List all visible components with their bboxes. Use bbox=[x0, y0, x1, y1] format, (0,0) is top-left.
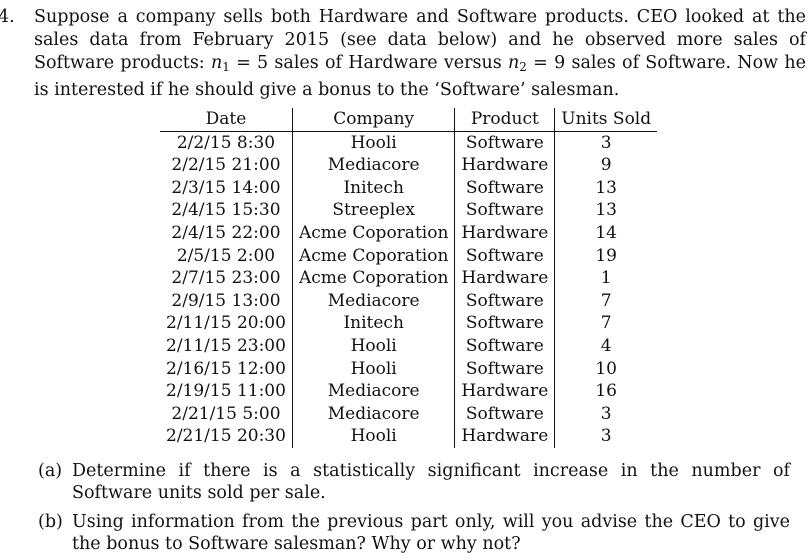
date-cell: 2/2/15 8:30 bbox=[176, 132, 276, 153]
question-parts: (a) Determine if there is a statisticall… bbox=[38, 460, 790, 559]
n1-variable: n bbox=[210, 53, 223, 73]
table-row: 2/11/15 23:00 Hooli Software 4 bbox=[160, 334, 658, 358]
table-row: 2/7/15 23:00 Acme Coporation Hardware 1 bbox=[160, 267, 658, 290]
date-cell: 2/21/15 5:00 bbox=[171, 403, 281, 424]
date-cell: 2/19/15 11:00 bbox=[166, 381, 286, 402]
date-cell: 2/16/15 12:00 bbox=[166, 358, 286, 379]
units-sold-cell: 4 bbox=[554, 334, 658, 358]
date-cell: 2/11/15 23:00 bbox=[166, 335, 286, 356]
header-company: Company bbox=[291, 108, 455, 132]
date-cell: 2/4/15 15:30 bbox=[171, 200, 281, 221]
product-cell: Software bbox=[454, 244, 555, 268]
n1-value: = 5 bbox=[229, 53, 269, 73]
header-date: Date bbox=[160, 108, 293, 132]
product-cell: Software bbox=[454, 131, 555, 155]
date-cell: 2/11/15 20:00 bbox=[166, 313, 286, 334]
units-sold-cell: 10 bbox=[554, 357, 658, 381]
product-cell: Software bbox=[454, 176, 555, 200]
company-cell: Mediacore bbox=[291, 380, 455, 403]
company-cell: Acme Coporation bbox=[291, 267, 455, 290]
table-row: 2/21/15 5:00 Mediacore Software 3 bbox=[160, 402, 658, 426]
units-sold-cell: 19 bbox=[554, 244, 658, 268]
product-cell: Hardware bbox=[454, 154, 555, 177]
company-cell: Hooli bbox=[291, 131, 455, 155]
part-b-label: (b) bbox=[38, 512, 63, 532]
product-cell: Software bbox=[454, 357, 555, 381]
part-a-text: Determine if there is a statistically si… bbox=[72, 461, 790, 503]
product-cell: Hardware bbox=[454, 221, 555, 245]
header-product: Product bbox=[454, 108, 555, 132]
company-cell: Hooli bbox=[291, 357, 455, 381]
n2-subscript: 2 bbox=[519, 60, 527, 74]
company-cell: Acme Coporation bbox=[291, 221, 455, 245]
n1-subscript: 1 bbox=[222, 60, 230, 74]
table-row: 2/2/15 21:00 Mediacore Hardware 9 bbox=[160, 154, 658, 177]
units-sold-cell: 3 bbox=[554, 402, 658, 426]
problem-number: 4. bbox=[0, 7, 15, 27]
table-row: 2/2/15 8:30 Hooli Software 3 bbox=[160, 131, 658, 155]
table-row: 2/5/15 2:00 Acme Coporation Software 19 bbox=[160, 244, 658, 268]
units-sold-cell: 7 bbox=[554, 289, 658, 313]
table-header-row: Date Company Product Units Sold bbox=[160, 108, 658, 132]
units-sold-cell: 16 bbox=[554, 380, 658, 403]
table-row: 2/3/15 14:00 Initech Software 13 bbox=[160, 176, 658, 200]
product-cell: Software bbox=[454, 289, 555, 313]
date-cell: 2/4/15 22:00 bbox=[171, 222, 281, 243]
product-cell: Software bbox=[454, 334, 555, 358]
date-cell: 2/2/15 21:00 bbox=[171, 155, 281, 176]
problem-text-middle: sales of Hardware versus bbox=[268, 53, 508, 73]
units-sold-cell: 3 bbox=[554, 425, 658, 448]
company-cell: Mediacore bbox=[291, 402, 455, 426]
product-cell: Hardware bbox=[454, 267, 555, 290]
product-cell: Hardware bbox=[454, 380, 555, 403]
units-sold-cell: 13 bbox=[554, 176, 658, 200]
problem-body: 4. Suppose a company sells both Hardware … bbox=[0, 6, 806, 102]
problem-text-intro: Suppose a company sells both Hardware an… bbox=[34, 7, 806, 73]
table-row: 2/19/15 11:00 Mediacore Hardware 16 bbox=[160, 380, 658, 403]
question-part-b: (b) Using information from the previous … bbox=[38, 511, 790, 555]
product-cell: Software bbox=[454, 312, 555, 335]
table-body: 2/2/15 8:30 Hooli Software 3 2/2/15 21:00 Med… bbox=[160, 131, 658, 448]
product-cell: Software bbox=[454, 402, 555, 426]
units-sold-cell: 7 bbox=[554, 312, 658, 335]
date-cell: 2/3/15 14:00 bbox=[171, 177, 281, 198]
product-cell: Hardware bbox=[454, 425, 555, 448]
n2-variable: n bbox=[508, 53, 520, 73]
part-a-label: (a) bbox=[38, 461, 63, 481]
date-cell: 2/9/15 13:00 bbox=[171, 290, 281, 311]
company-cell: Initech bbox=[291, 312, 455, 335]
table-row: 2/4/15 22:00 Acme Coporation Hardware 14 bbox=[160, 221, 658, 245]
table-row: 2/11/15 20:00 Initech Software 7 bbox=[160, 312, 658, 335]
units-sold-cell: 14 bbox=[554, 221, 658, 245]
company-cell: Mediacore bbox=[291, 289, 455, 313]
table-row: 2/21/15 20:30 Hooli Hardware 3 bbox=[160, 425, 658, 448]
company-cell: Hooli bbox=[291, 425, 455, 448]
n2-value: = 9 bbox=[526, 53, 566, 73]
company-cell: Acme Coporation bbox=[291, 244, 455, 268]
company-cell: Initech bbox=[291, 176, 455, 200]
company-cell: Streeplex bbox=[291, 199, 455, 222]
table-row: 2/16/15 12:00 Hooli Software 10 bbox=[160, 357, 658, 381]
date-cell: 2/7/15 23:00 bbox=[171, 268, 281, 289]
units-sold-cell: 9 bbox=[554, 154, 658, 177]
units-sold-cell: 1 bbox=[554, 267, 658, 290]
company-cell: Mediacore bbox=[291, 154, 455, 177]
header-units-sold: Units Sold bbox=[554, 108, 658, 132]
company-cell: Hooli bbox=[291, 334, 455, 358]
date-cell: 2/5/15 2:00 bbox=[176, 245, 276, 266]
units-sold-cell: 13 bbox=[554, 199, 658, 222]
problem-text-end: sales of Software. Now he is interested … bbox=[34, 53, 806, 100]
date-cell: 2/21/15 20:30 bbox=[166, 426, 286, 447]
table-row: 2/9/15 13:00 Mediacore Software 7 bbox=[160, 289, 658, 313]
problem-statement: 4. Suppose a company sells both Hardware … bbox=[0, 6, 806, 102]
units-sold-cell: 3 bbox=[554, 131, 658, 155]
sales-data-table: Date Company Product Units Sold 2/2/15 8… bbox=[160, 108, 658, 448]
table-row: 2/4/15 15:30 Streeplex Software 13 bbox=[160, 199, 658, 222]
question-part-a: (a) Determine if there is a statisticall… bbox=[38, 460, 790, 504]
part-b-text: Using information from the previous part… bbox=[72, 512, 790, 554]
product-cell: Software bbox=[454, 199, 555, 222]
